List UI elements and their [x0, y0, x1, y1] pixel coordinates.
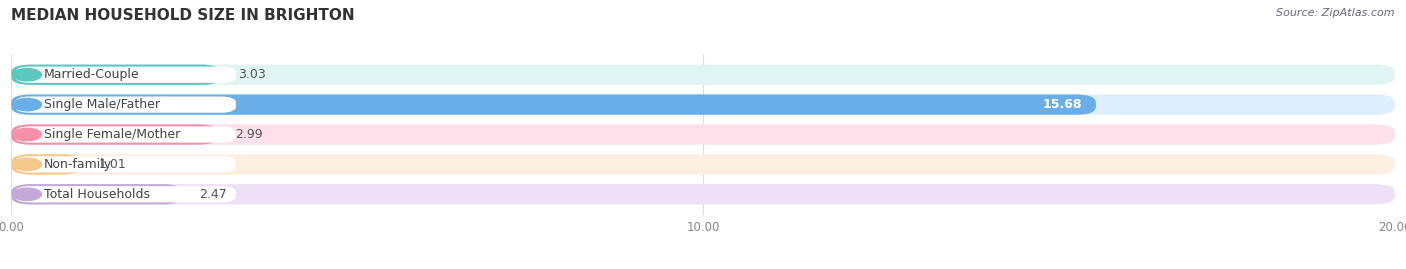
Text: Non-family: Non-family	[44, 158, 112, 171]
FancyBboxPatch shape	[11, 65, 1395, 85]
Circle shape	[13, 158, 41, 171]
Text: 2.99: 2.99	[235, 128, 263, 141]
FancyBboxPatch shape	[11, 124, 1395, 145]
FancyBboxPatch shape	[11, 65, 221, 85]
FancyBboxPatch shape	[11, 184, 183, 204]
Circle shape	[13, 128, 41, 141]
Text: Married-Couple: Married-Couple	[44, 68, 139, 81]
Text: 1.01: 1.01	[98, 158, 127, 171]
Text: 2.47: 2.47	[200, 188, 228, 201]
Text: Source: ZipAtlas.com: Source: ZipAtlas.com	[1277, 8, 1395, 18]
Circle shape	[13, 69, 41, 81]
FancyBboxPatch shape	[11, 154, 82, 175]
FancyBboxPatch shape	[14, 67, 236, 83]
Text: Total Households: Total Households	[44, 188, 150, 201]
FancyBboxPatch shape	[14, 186, 236, 202]
Text: Single Female/Mother: Single Female/Mother	[44, 128, 180, 141]
FancyBboxPatch shape	[11, 184, 1395, 204]
FancyBboxPatch shape	[14, 97, 236, 113]
FancyBboxPatch shape	[14, 126, 236, 143]
Text: 3.03: 3.03	[238, 68, 266, 81]
FancyBboxPatch shape	[14, 156, 236, 172]
Circle shape	[13, 98, 41, 111]
FancyBboxPatch shape	[11, 94, 1095, 115]
FancyBboxPatch shape	[11, 154, 1395, 175]
Circle shape	[13, 188, 41, 200]
Text: Single Male/Father: Single Male/Father	[44, 98, 160, 111]
FancyBboxPatch shape	[11, 94, 1395, 115]
Text: 15.68: 15.68	[1043, 98, 1083, 111]
FancyBboxPatch shape	[11, 124, 218, 145]
Text: MEDIAN HOUSEHOLD SIZE IN BRIGHTON: MEDIAN HOUSEHOLD SIZE IN BRIGHTON	[11, 8, 354, 23]
